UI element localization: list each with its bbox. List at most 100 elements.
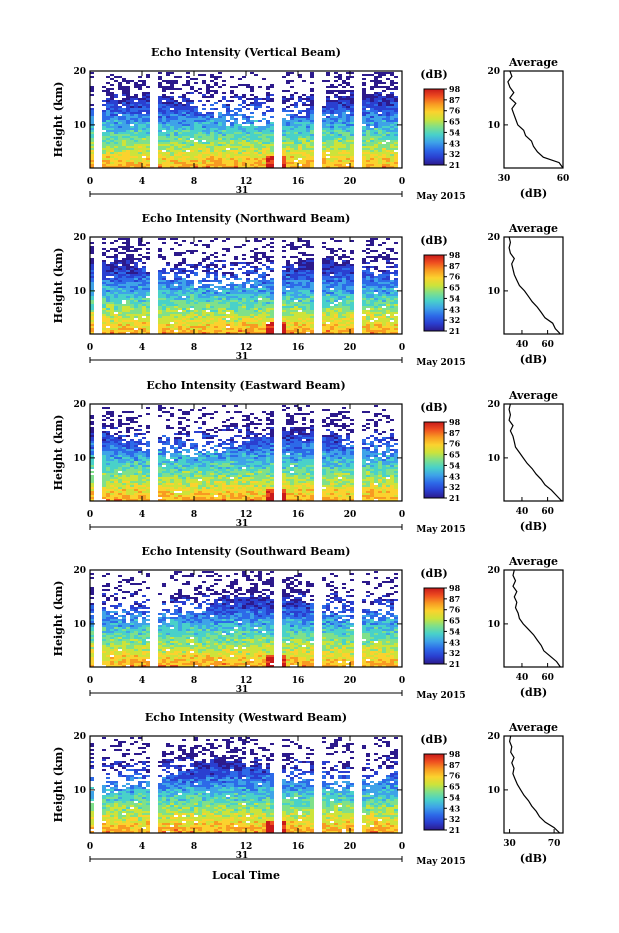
heatmap-cell: [382, 314, 386, 316]
heatmap-cell: [186, 156, 190, 158]
heatmap-cell: [162, 132, 166, 134]
heatmap-cell: [250, 312, 254, 314]
heatmap-cell: [254, 302, 258, 304]
heatmap-cell: [266, 314, 270, 316]
heatmap-cell: [374, 122, 378, 124]
heatmap-cell: [134, 162, 138, 164]
heatmap-cell: [262, 306, 266, 308]
heatmap-cell: [298, 268, 302, 270]
heatmap-cell: [370, 112, 374, 114]
heatmap-cell: [286, 114, 290, 116]
heatmap-cell: [370, 284, 374, 286]
heatmap-cell: [306, 262, 310, 264]
heatmap-cell: [334, 298, 338, 300]
heatmap-cell: [334, 158, 338, 160]
heatmap-cell: [238, 140, 242, 142]
heatmap-cell: [270, 312, 274, 314]
heatmap-cell: [366, 306, 370, 308]
heatmap-cell: [170, 154, 174, 156]
heatmap-cell: [118, 276, 122, 278]
heatmap-cell: [298, 292, 302, 294]
heatmap-cell: [110, 136, 114, 138]
heatmap-cell: [118, 294, 122, 296]
heatmap-cell: [266, 266, 270, 268]
heatmap-cell: [338, 290, 342, 292]
heatmap-cell: [310, 140, 314, 142]
heatmap-cell: [378, 320, 382, 322]
x-tick-label: 4: [139, 343, 145, 353]
heatmap-cell: [226, 106, 230, 108]
heatmap-cell: [366, 98, 370, 100]
heatmap-cell: [182, 124, 186, 126]
heatmap-cell: [370, 308, 374, 310]
heatmap-cell: [162, 302, 166, 304]
heatmap-cell: [190, 314, 194, 316]
heatmap-cell: [310, 148, 314, 150]
heatmap-cell: [194, 114, 198, 116]
heatmap-cell: [162, 162, 166, 164]
heatmap-cell: [170, 308, 174, 310]
heatmap-cell: [370, 142, 374, 144]
heatmap-cell: [250, 154, 254, 156]
heatmap-cell: [338, 308, 342, 310]
heatmap-cell: [270, 316, 274, 318]
heatmap-cell: [234, 318, 238, 320]
heatmap-cell: [214, 152, 218, 154]
heatmap-cell: [322, 284, 326, 286]
heatmap-cell: [286, 72, 290, 74]
heatmap-cell: [146, 154, 150, 156]
heatmap-cell: [322, 134, 326, 136]
heatmap-cell: [130, 330, 134, 332]
heatmap-cell: [102, 142, 106, 144]
heatmap-cell: [178, 278, 182, 280]
heatmap-cell: [342, 310, 346, 312]
heatmap-cell: [250, 310, 254, 312]
heatmap-cell: [362, 312, 366, 314]
heatmap-cell: [218, 100, 222, 102]
heatmap-cell: [178, 114, 182, 116]
heatmap-cell: [194, 122, 198, 124]
heatmap-cell: [110, 130, 114, 132]
heatmap-cell: [322, 144, 326, 146]
heatmap-cell: [310, 268, 314, 270]
heatmap-cell: [238, 160, 242, 162]
heatmap-cell: [230, 142, 234, 144]
heatmap-cell: [234, 128, 238, 130]
heatmap-cell: [302, 120, 306, 122]
heatmap-cell: [382, 130, 386, 132]
heatmap-cell: [182, 134, 186, 136]
heatmap-cell: [182, 154, 186, 156]
heatmap-cell: [206, 296, 210, 298]
heatmap-cell: [166, 272, 170, 274]
heatmap-cell: [138, 148, 142, 150]
heatmap-cell: [122, 304, 126, 306]
heatmap-cell: [370, 124, 374, 126]
heatmap-cell: [218, 312, 222, 314]
heatmap-cell: [146, 306, 150, 308]
heatmap-cell: [322, 262, 326, 264]
heatmap-cell: [122, 274, 126, 276]
heatmap-cell: [262, 136, 266, 138]
heatmap-cell: [322, 308, 326, 310]
heatmap-cell: [130, 250, 134, 252]
heatmap-cell: [370, 138, 374, 140]
heatmap-cell: [130, 310, 134, 312]
heatmap-cell: [322, 122, 326, 124]
heatmap-cell: [134, 158, 138, 160]
heatmap-cell: [322, 136, 326, 138]
heatmap-cell: [310, 138, 314, 140]
heatmap-cell: [242, 258, 246, 260]
heatmap-cell: [286, 282, 290, 284]
heatmap-cell: [170, 134, 174, 136]
heatmap-cell: [202, 280, 206, 282]
heatmap-cell: [386, 304, 390, 306]
heatmap-cell: [338, 272, 342, 274]
heatmap-cell: [330, 248, 334, 250]
heatmap-cell: [118, 288, 122, 290]
heatmap-cell: [158, 298, 162, 300]
heatmap-cell: [142, 130, 146, 132]
heatmap-cell: [186, 296, 190, 298]
heatmap-cell: [210, 134, 214, 136]
heatmap-cell: [202, 158, 206, 160]
heatmap-cell: [282, 298, 286, 300]
